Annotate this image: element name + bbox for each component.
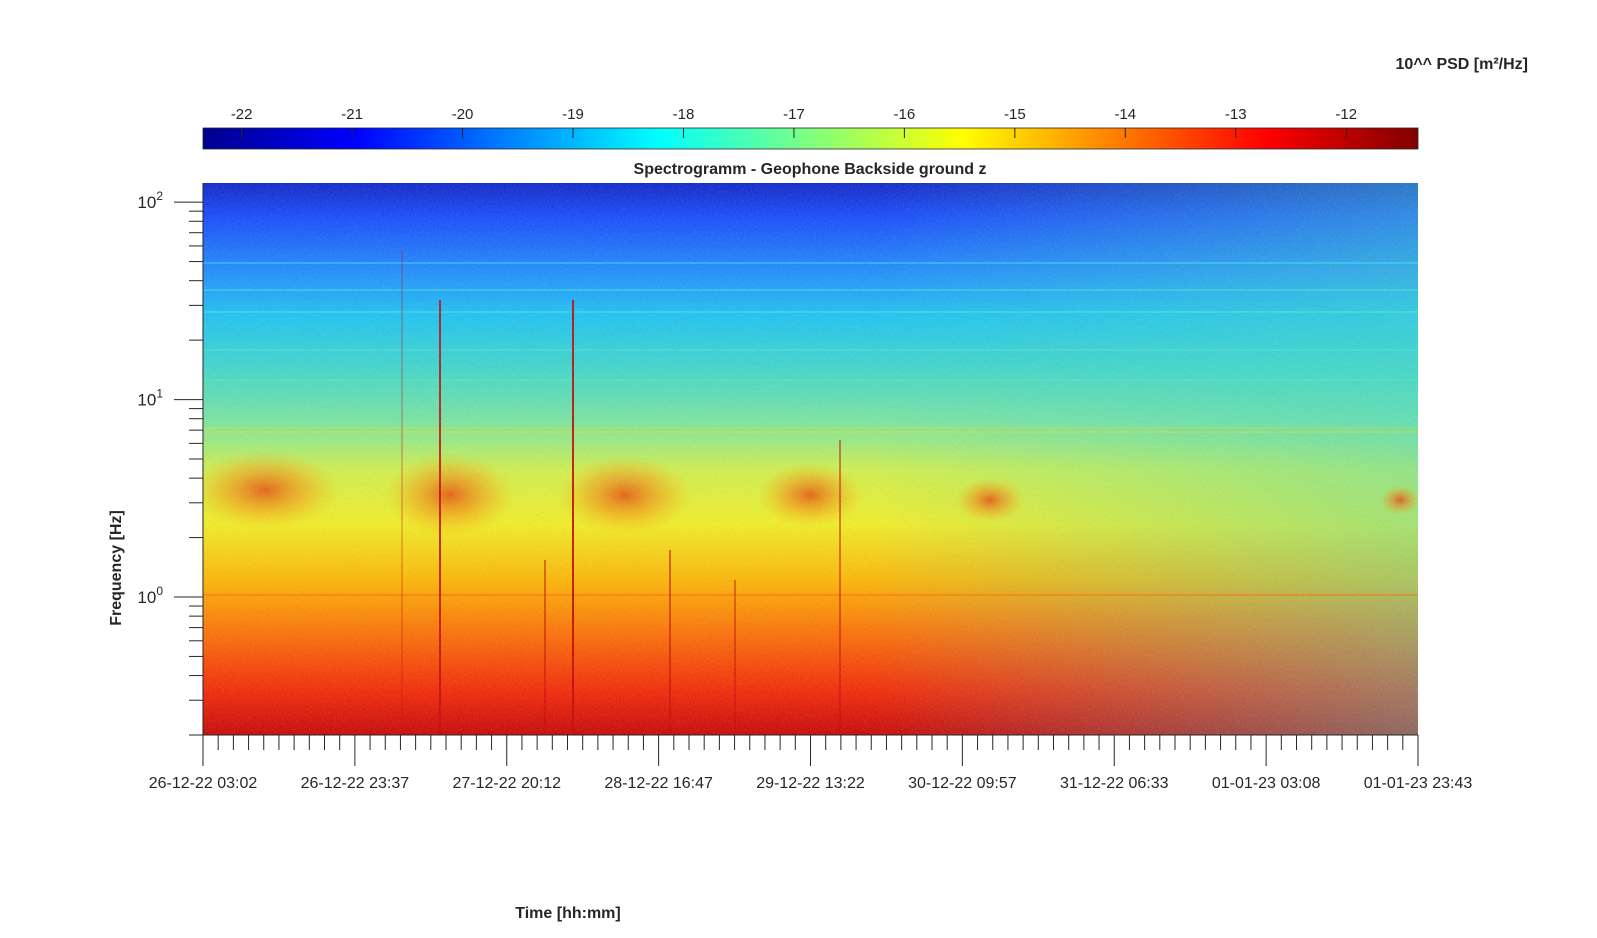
- colorbar-tick-label: -17: [783, 106, 805, 123]
- spectrogram-image: [203, 183, 1418, 735]
- x-tick-label: 26-12-22 23:37: [301, 775, 410, 792]
- plot-axes: 100 101 102 26-12-22 03:02 26-12-22 23:37 27…: [137, 183, 1472, 792]
- x-tick-label: 29-12-22 13:22: [756, 775, 865, 792]
- x-tick-label: 30-12-22 09:57: [908, 775, 1017, 792]
- x-tick-label: 31-12-22 06:33: [1060, 775, 1169, 792]
- x-tick-label: 28-12-22 16:47: [604, 775, 713, 792]
- y-axis-label: Frequency [Hz]: [108, 510, 125, 626]
- y-tick-label: 101: [137, 387, 163, 410]
- x-tick-label: 01-01-23 03:08: [1212, 775, 1321, 792]
- x-tick-label: 26-12-22 03:02: [149, 775, 258, 792]
- colorbar-gradient: [202, 127, 1419, 150]
- colorbar-tick-label: -21: [341, 106, 363, 123]
- x-tick-label: 27-12-22 20:12: [452, 775, 561, 792]
- y-tick-label: 100: [137, 584, 163, 607]
- colorbar: -22 -21 -20 -19 -18 -17 -16 -15 -14 -13 -12: [202, 106, 1419, 150]
- colorbar-label: 10^^ PSD [m²/Hz]: [1396, 56, 1528, 73]
- x-tick-label: 01-01-23 23:43: [1364, 775, 1473, 792]
- colorbar-tick-label: -16: [894, 106, 916, 123]
- colorbar-tick-label: -18: [673, 106, 695, 123]
- y-tick-label: 102: [137, 189, 163, 212]
- colorbar-tick-label: -22: [231, 106, 253, 123]
- colorbar-tick-label: -19: [562, 106, 584, 123]
- colorbar-tick-label: -12: [1335, 106, 1357, 123]
- colorbar-tick-label: -15: [1004, 106, 1026, 123]
- chart-title: Spectrogramm - Geophone Backside ground …: [634, 161, 987, 178]
- x-axis-label: Time [hh:mm]: [515, 905, 620, 922]
- colorbar-tick-label: -14: [1114, 106, 1136, 123]
- colorbar-tick-label: -20: [452, 106, 474, 123]
- x-axis-ticks: 26-12-22 03:02 26-12-22 23:37 27-12-22 20:…: [149, 735, 1473, 792]
- y-axis-ticks: 100 101 102: [137, 189, 203, 736]
- colorbar-tick-label: -13: [1225, 106, 1247, 123]
- colorbar-ticks: -22 -21 -20 -19 -18 -17 -16 -15 -14 -13 -12: [231, 106, 1357, 138]
